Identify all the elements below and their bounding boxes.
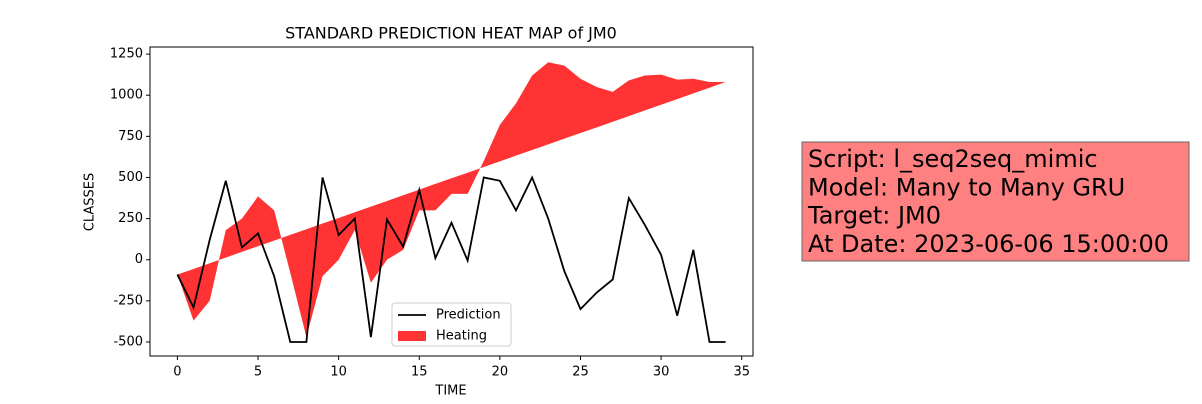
x-tick-label: 10 bbox=[330, 365, 347, 380]
x-tick-label: 35 bbox=[733, 365, 750, 380]
x-tick-label: 5 bbox=[254, 365, 262, 380]
legend-label: Heating bbox=[436, 329, 487, 344]
y-tick-label: -500 bbox=[113, 335, 143, 350]
legend-swatch bbox=[398, 331, 426, 341]
annotation-line: Target: JM0 bbox=[807, 202, 941, 230]
chart-title: STANDARD PREDICTION HEAT MAP of JM0 bbox=[285, 24, 617, 43]
y-tick-label: 500 bbox=[118, 170, 143, 185]
y-tick-label: 1000 bbox=[110, 88, 143, 103]
legend-label: Prediction bbox=[436, 308, 501, 323]
y-tick-label: 1250 bbox=[110, 47, 143, 62]
x-tick-label: 20 bbox=[492, 365, 509, 380]
y-tick-label: 750 bbox=[118, 129, 143, 144]
y-tick-label: 0 bbox=[135, 252, 143, 267]
x-tick-label: 30 bbox=[653, 365, 670, 380]
x-axis-label: TIME bbox=[434, 384, 466, 399]
y-axis-label: CLASSES bbox=[83, 173, 98, 231]
y-tick-label: 250 bbox=[118, 211, 143, 226]
annotation-box bbox=[801, 141, 1190, 262]
annotation-line: Model: Many to Many GRU bbox=[808, 173, 1125, 201]
axes-frame bbox=[149, 46, 754, 357]
annotation-line: At Date: 2023-06-06 15:00:00 bbox=[808, 230, 1169, 258]
annotation-line: Script: l_seq2seq_mimic bbox=[808, 145, 1098, 173]
x-tick-label: 25 bbox=[572, 365, 589, 380]
x-tick-label: 0 bbox=[173, 365, 181, 380]
x-tick-label: 15 bbox=[411, 365, 428, 380]
heating-area bbox=[177, 62, 726, 338]
prediction-line bbox=[176, 175, 726, 343]
y-tick-label: -250 bbox=[113, 293, 143, 308]
